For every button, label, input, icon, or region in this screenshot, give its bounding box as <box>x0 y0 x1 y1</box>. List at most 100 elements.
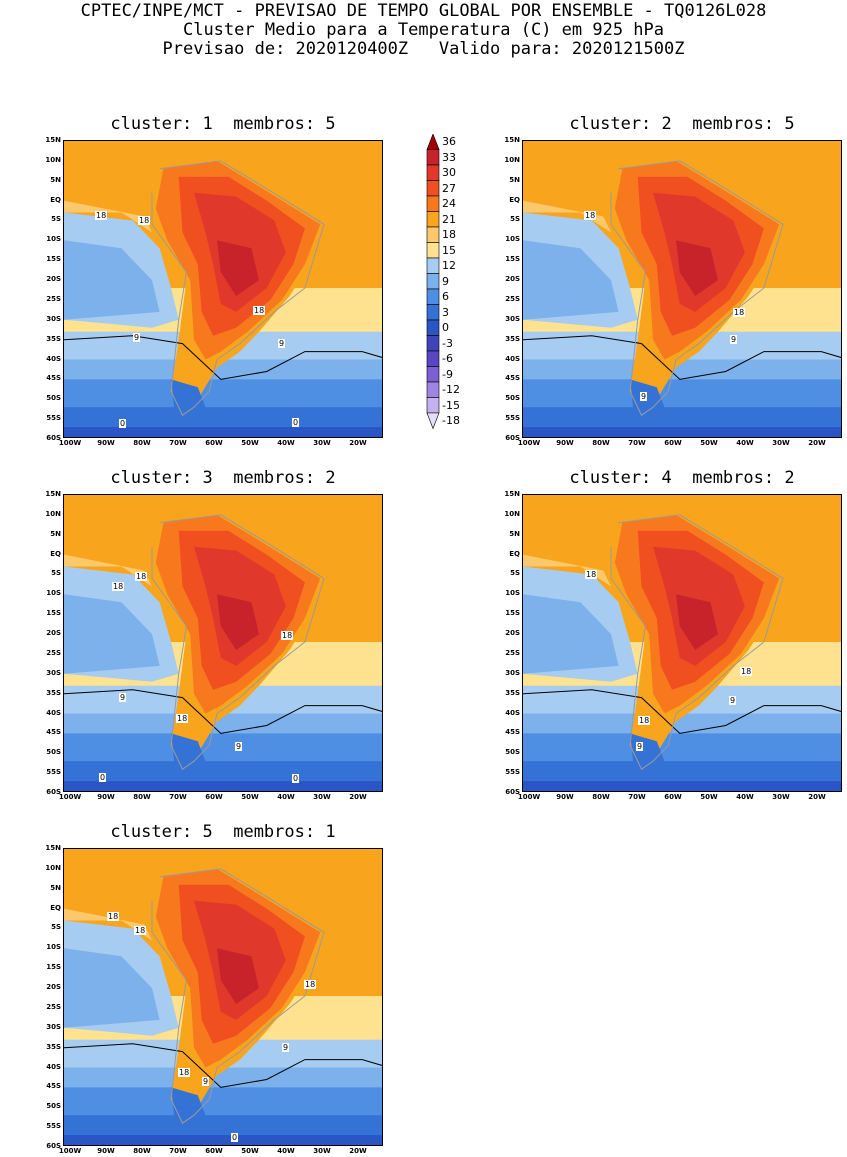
lat-tick-label: 45S <box>46 1082 61 1091</box>
lon-tick-label: 80W <box>133 439 151 447</box>
colorbar-label: 21 <box>442 212 456 226</box>
lon-tick-label: 50W <box>700 439 718 447</box>
lon-tick-label: 70W <box>169 1147 187 1155</box>
colorbar-label: 24 <box>442 197 456 210</box>
lat-tick-label: 5S <box>51 923 61 932</box>
lat-tick-label: 50S <box>46 1102 61 1111</box>
lat-tick-label: 20S <box>46 275 61 284</box>
colorbar-swatch <box>426 366 440 383</box>
colorbar-label: -6 <box>442 352 453 365</box>
colorbar-swatch <box>426 180 440 197</box>
lat-tick-label: EQ <box>50 549 61 558</box>
contour-label: 9 <box>730 335 738 344</box>
lon-tick-label: 100W <box>517 793 541 801</box>
temperature-map-panel <box>63 494 383 792</box>
lat-tick-label: EQ <box>50 195 61 204</box>
lat-tick-label: 30S <box>505 668 520 677</box>
lat-tick-label: 10S <box>505 235 520 244</box>
lon-tick-label: 70W <box>628 793 646 801</box>
contour-label: 0 <box>231 1133 239 1142</box>
lon-tick-label: 60W <box>664 793 682 801</box>
lat-tick-label: 10S <box>46 235 61 244</box>
colorbar-swatch <box>426 211 440 228</box>
lon-tick-label: 50W <box>241 793 259 801</box>
lat-tick-label: 45S <box>505 374 520 383</box>
lon-tick-label: 80W <box>592 793 610 801</box>
lon-tick-label: 70W <box>169 439 187 447</box>
colorbar-swatch <box>426 304 440 321</box>
panel-title: cluster: 1 membros: 5 <box>110 114 336 134</box>
header-line-1: CPTEC/INPE/MCT - PREVISAO DE TEMPO GLOBA… <box>80 1 767 21</box>
lon-tick-label: 100W <box>517 439 541 447</box>
contour-label: 9 <box>235 742 243 751</box>
lat-tick-label: 25S <box>46 1002 61 1011</box>
lon-tick-label: 40W <box>736 439 754 447</box>
lon-tick-label: 20W <box>349 1147 367 1155</box>
lon-tick-label: 80W <box>133 793 151 801</box>
lat-tick-label: 60S <box>505 788 520 796</box>
colorbar-swatch <box>426 319 440 336</box>
lon-tick-label: 60W <box>664 439 682 447</box>
lat-tick-label: 10N <box>504 509 520 518</box>
contour-label: 9 <box>729 696 737 705</box>
temperature-field <box>64 849 382 1145</box>
colorbar-swatch <box>426 226 440 243</box>
header-line-2: Cluster Medio para a Temperatura (C) em … <box>182 20 665 40</box>
lon-tick-label: 90W <box>97 1147 115 1155</box>
colorbar-swatch <box>426 412 440 430</box>
colorbar-label: -9 <box>442 367 453 381</box>
lon-tick-label: 100W <box>58 439 82 447</box>
colorbar-label: 18 <box>442 228 456 241</box>
lon-tick-label: 50W <box>700 793 718 801</box>
colorbar-label: -3 <box>442 336 453 350</box>
temperature-field <box>523 495 841 791</box>
colorbar-swatch <box>426 242 440 259</box>
colorbar-label: 6 <box>442 290 449 303</box>
lat-tick-label: 15S <box>505 255 520 264</box>
lon-tick-label: 30W <box>313 793 331 801</box>
contour-label: 0 <box>292 418 300 427</box>
contour-label: 0 <box>119 419 127 428</box>
contour-label: 9 <box>640 392 648 401</box>
lon-tick-label: 40W <box>277 439 295 447</box>
colorbar-swatch <box>426 257 440 274</box>
colorbar-swatch <box>426 288 440 305</box>
lat-tick-label: 10N <box>45 863 61 872</box>
lat-tick-label: 5N <box>50 883 61 892</box>
lon-tick-label: 90W <box>556 793 574 801</box>
lat-tick-label: 10N <box>45 155 61 164</box>
contour-label: 18 <box>95 211 108 220</box>
colorbar-label: 33 <box>442 150 456 164</box>
lat-tick-label: 60S <box>46 788 61 796</box>
lat-tick-label: 25S <box>505 648 520 657</box>
lat-tick-label: 5S <box>51 215 61 224</box>
colorbar-label: 0 <box>442 321 449 334</box>
lat-tick-label: EQ <box>509 549 520 558</box>
contour-label: 9 <box>278 339 286 348</box>
panel-title: cluster: 2 membros: 5 <box>569 114 795 134</box>
lat-tick-label: 30S <box>46 668 61 677</box>
contour-label: 18 <box>138 216 151 225</box>
lon-tick-label: 60W <box>205 793 223 801</box>
colorbar-label: -18 <box>442 414 460 427</box>
contour-label: 18 <box>112 582 125 591</box>
colorbar-svg <box>426 134 440 430</box>
contour-label: 18 <box>176 714 189 723</box>
lon-tick-label: 80W <box>133 1147 151 1155</box>
lat-tick-label: EQ <box>509 195 520 204</box>
lat-tick-label: 50S <box>505 394 520 403</box>
lat-tick-label: 55S <box>505 768 520 777</box>
lat-tick-label: 25S <box>505 294 520 303</box>
colorbar-label: 27 <box>442 181 456 195</box>
lat-tick-label: 50S <box>46 748 61 757</box>
contour-label: 18 <box>304 980 317 989</box>
lat-tick-label: 5N <box>509 175 520 184</box>
lat-tick-label: 40S <box>46 1062 61 1071</box>
temperature-field <box>64 141 382 437</box>
lat-tick-label: 35S <box>505 688 520 697</box>
lon-tick-label: 70W <box>628 439 646 447</box>
colorbar-swatch <box>426 134 440 150</box>
lon-tick-label: 20W <box>349 793 367 801</box>
lat-tick-label: 15N <box>504 490 520 498</box>
lat-tick-label: 30S <box>46 1022 61 1031</box>
